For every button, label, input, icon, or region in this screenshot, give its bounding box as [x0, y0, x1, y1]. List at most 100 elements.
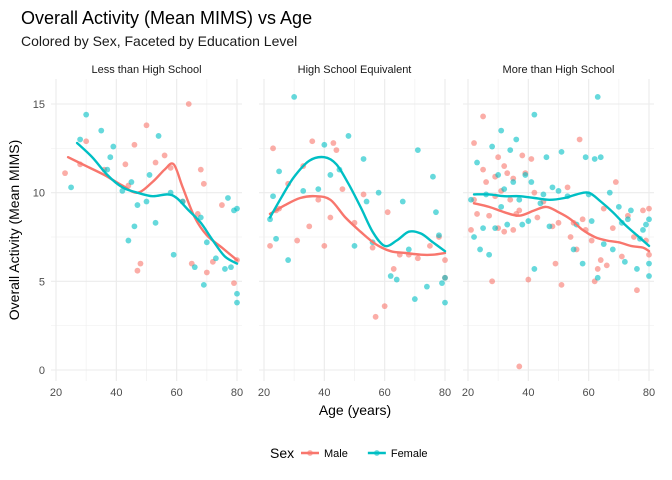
- data-point: [134, 267, 141, 274]
- data-point: [531, 266, 538, 272]
- data-point: [498, 127, 505, 134]
- data-point: [534, 214, 541, 221]
- data-point: [634, 287, 640, 294]
- data-point: [600, 241, 607, 247]
- data-point: [519, 152, 526, 159]
- data-point: [468, 227, 474, 233]
- data-point: [369, 244, 376, 251]
- data-point: [270, 193, 276, 200]
- data-point: [427, 242, 433, 249]
- data-point: [384, 209, 391, 216]
- data-point: [143, 122, 150, 129]
- data-point: [480, 113, 486, 120]
- data-point: [474, 159, 480, 166]
- data-point: [152, 219, 159, 226]
- data-point: [640, 227, 646, 233]
- data-point: [640, 207, 646, 214]
- data-point: [510, 227, 517, 233]
- data-point: [77, 136, 84, 143]
- legend: Sex Male Female: [270, 445, 428, 461]
- y-axis-title: Overall Activity (Mean MIMS): [6, 140, 22, 320]
- facet-label-high-school-equivalent: High School Equivalent: [298, 64, 412, 76]
- data-point: [439, 280, 445, 287]
- data-point: [564, 184, 571, 191]
- data-point: [131, 141, 138, 148]
- y-tick-label: 0: [39, 365, 45, 377]
- data-point: [579, 216, 586, 223]
- data-point: [579, 260, 586, 267]
- data-point: [634, 266, 640, 272]
- data-point: [155, 133, 162, 139]
- facet-label-less-than-high-school: Less than High School: [91, 64, 201, 76]
- data-point: [219, 202, 225, 208]
- data-point: [486, 212, 493, 219]
- data-point: [519, 221, 526, 228]
- legend-label-female: Female: [391, 448, 428, 460]
- data-point: [433, 209, 439, 216]
- data-point: [330, 140, 337, 146]
- data-point: [122, 161, 129, 168]
- data-point: [146, 172, 153, 178]
- data-point: [442, 257, 448, 263]
- grid-more-than-high-school: [463, 79, 654, 381]
- data-point: [576, 136, 583, 143]
- x-tick-label: 60: [379, 387, 391, 399]
- data-point: [546, 223, 553, 230]
- smooth-line-male-more-than-high-school: [472, 202, 651, 253]
- legend-label-male: Male: [324, 448, 348, 460]
- data-point: [315, 196, 322, 203]
- facet-panels: Less than High School 20 40 60 80 0 5 10 15 High …: [33, 64, 655, 399]
- data-point: [646, 216, 652, 223]
- data-point: [442, 299, 448, 306]
- data-point: [603, 262, 610, 269]
- data-point: [442, 274, 448, 281]
- data-point: [600, 205, 607, 212]
- data-point: [510, 179, 517, 185]
- data-point: [480, 225, 486, 232]
- data-point: [104, 166, 111, 173]
- data-point: [528, 156, 535, 162]
- data-point: [231, 280, 237, 287]
- data-point: [525, 276, 532, 283]
- data-point: [513, 136, 520, 143]
- data-point: [137, 260, 144, 267]
- data-point: [228, 264, 234, 271]
- data-point: [492, 225, 499, 232]
- facet-more-than-high-school: More than High School 20 40 60 80: [462, 64, 655, 399]
- data-point: [543, 154, 550, 161]
- data-point: [483, 179, 489, 185]
- data-point: [430, 173, 436, 180]
- data-point: [537, 200, 544, 207]
- smooth-line-female-high-school-equivalent: [268, 155, 447, 253]
- data-point: [273, 235, 279, 242]
- data-point: [424, 283, 430, 290]
- legend-key-point: [373, 450, 380, 456]
- y-tick-label: 10: [33, 188, 45, 200]
- chart-subtitle: Colored by Sex, Faceted by Education Lev…: [21, 33, 297, 49]
- data-point: [468, 196, 474, 203]
- data-point: [501, 186, 508, 193]
- data-point: [234, 205, 240, 212]
- data-point: [597, 257, 604, 263]
- data-point: [405, 246, 412, 253]
- data-point: [203, 269, 210, 276]
- grid-high-school-equivalent: [259, 79, 450, 381]
- data-point: [327, 214, 334, 221]
- data-point: [285, 257, 292, 263]
- data-point: [501, 163, 508, 169]
- data-point: [471, 140, 477, 146]
- data-point: [552, 260, 559, 267]
- smooth-line-male-high-school-equivalent: [268, 194, 447, 257]
- data-point: [411, 296, 418, 302]
- data-point: [200, 281, 207, 288]
- data-point: [609, 225, 616, 232]
- data-point: [540, 191, 547, 198]
- data-point: [504, 170, 511, 177]
- data-point: [143, 198, 150, 205]
- y-tick-label: 15: [33, 99, 45, 111]
- data-point: [107, 154, 114, 161]
- data-point: [531, 189, 538, 196]
- data-point: [501, 228, 508, 235]
- data-point: [83, 111, 90, 118]
- data-point: [471, 234, 477, 240]
